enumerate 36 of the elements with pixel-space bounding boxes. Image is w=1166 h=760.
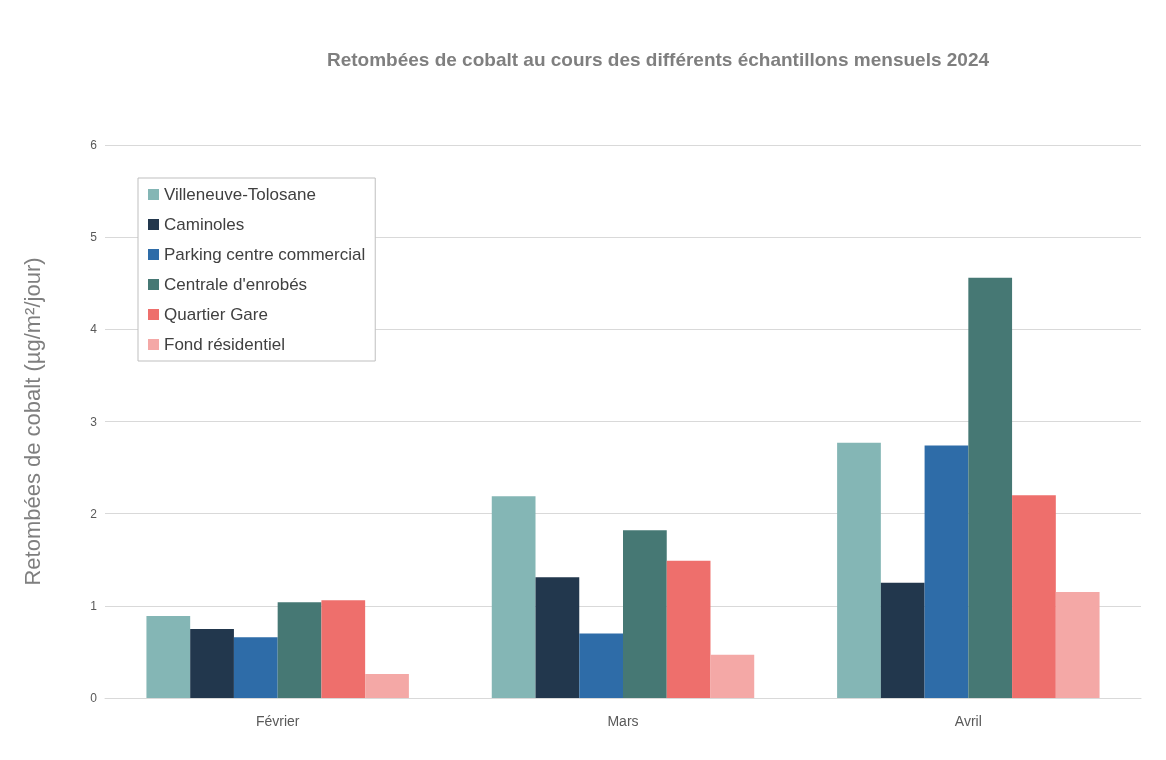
- bar: [277, 602, 322, 698]
- bar: [924, 445, 969, 698]
- bar: [535, 577, 580, 698]
- y-tick-label: 4: [90, 322, 98, 337]
- x-tick-label: Mars: [607, 713, 639, 729]
- y-tick-label: 6: [90, 138, 98, 152]
- bar: [837, 442, 881, 698]
- bar: [1055, 592, 1100, 698]
- bar: [710, 654, 755, 698]
- y-axis-title: Retombées de cobalt (µg/m²/jour): [19, 257, 45, 586]
- legend-label: Villeneuve-Tolosane: [164, 185, 316, 204]
- bar: [146, 615, 191, 698]
- x-tick-label: Février: [255, 713, 300, 729]
- bar: [190, 628, 234, 698]
- y-tick-label: 2: [90, 506, 98, 521]
- bar: [365, 674, 409, 698]
- bar: [968, 277, 1013, 698]
- y-tick-label: 3: [90, 414, 98, 429]
- legend-label: Centrale d'enrobés: [164, 275, 308, 294]
- bar: [321, 600, 366, 698]
- legend-label: Parking centre commercial: [164, 245, 366, 264]
- y-tick-label: 1: [90, 598, 98, 613]
- bar: [579, 633, 623, 698]
- legend-label: Caminoles: [164, 215, 245, 234]
- bar: [880, 582, 925, 698]
- y-tick-label: 0: [90, 691, 98, 705]
- bar: [233, 637, 278, 698]
- bar: [666, 560, 711, 698]
- y-tick-label: 5: [90, 230, 98, 245]
- x-tick-label: Avril: [954, 713, 982, 729]
- bar: [623, 530, 667, 698]
- bar: [1012, 495, 1056, 698]
- bar: [491, 496, 536, 698]
- chart-title: Retombées de cobalt au cours des différents échantillons mensuels 2024: [326, 49, 990, 70]
- legend-label: Quartier Gare: [164, 305, 268, 324]
- legend-label: Fond résidentiel: [164, 335, 285, 354]
